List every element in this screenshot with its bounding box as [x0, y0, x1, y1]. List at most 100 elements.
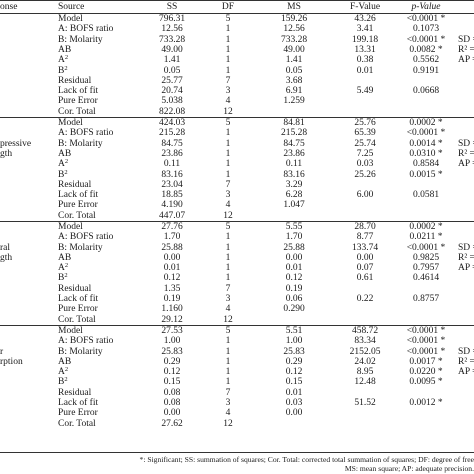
table-row: Lack of fit 0.08 3 0.03 51.52 0.0012 *	[0, 398, 474, 408]
fit-stat-cell	[458, 96, 474, 106]
source-cell: Lack of fit	[58, 294, 99, 305]
ms-cell: 84.75	[283, 138, 305, 149]
source-cell-quadratic: A2	[52, 55, 140, 65]
fvalue-cell	[336, 315, 394, 326]
ms-cell: 0.12	[285, 367, 303, 378]
fvalue-cell: 51.52	[354, 398, 376, 409]
fvalue-cell: 6.00	[356, 190, 374, 201]
pvalue-cell	[394, 408, 458, 418]
header-pvalue: p-Value	[394, 0, 458, 14]
table-row: Residual 1.35 7 0.19	[0, 284, 474, 294]
ms-cell: 23.86	[283, 148, 305, 159]
pvalue-cell	[394, 388, 458, 398]
ss-cell: 18.85	[161, 190, 183, 201]
ss-cell: 0.15	[163, 377, 181, 388]
ms-cell	[252, 419, 336, 429]
fvalue-cell: 28.70	[336, 220, 394, 233]
ms-cell: 0.05	[285, 65, 303, 76]
df-cell: 3	[225, 86, 231, 97]
fit-stat-cell	[458, 24, 474, 34]
response-label	[0, 159, 52, 169]
table-row: ral B: Molarity 25.88 1 25.88 133.74 <0.0001 *…	[0, 243, 474, 253]
source-cell: B: Molarity	[58, 138, 103, 149]
fvalue-cell: 133.74	[351, 242, 379, 253]
source-cell: Pure Error	[58, 408, 98, 419]
pvalue-cell: 0.0668	[412, 86, 440, 97]
ms-cell	[252, 315, 336, 326]
fit-stat-cell	[458, 336, 474, 346]
fit-stat-cell: R² =	[458, 148, 474, 159]
ms-cell: 159.26	[280, 14, 308, 25]
response-label	[0, 169, 52, 179]
response-label	[0, 200, 52, 210]
response-label	[0, 45, 52, 55]
response-label	[0, 294, 52, 304]
fvalue-cell: 0.07	[356, 263, 374, 274]
df-cell: 1	[225, 346, 231, 357]
table-row: A: BOFS ratio 1.00 1 1.00 83.34 <0.0001 *	[0, 336, 474, 346]
fit-stat-cell: R² =	[458, 356, 474, 367]
source-cell: A: BOFS ratio	[58, 336, 114, 347]
fvalue-cell: 25.76	[336, 116, 394, 129]
ss-cell: 4.190	[161, 200, 183, 211]
ms-cell: 6.28	[285, 190, 303, 201]
source-cell: B: Molarity	[58, 242, 103, 253]
fvalue-cell: 24.02	[354, 356, 376, 367]
pvalue-cell: 0.0017 *	[409, 356, 443, 367]
source-cell: Pure Error	[58, 200, 98, 211]
pvalue-cell: 0.5562	[412, 55, 440, 66]
source-exponent: 2	[64, 367, 69, 374]
source-cell-quadratic: B2	[52, 377, 140, 387]
ms-cell: 25.88	[283, 242, 305, 253]
table-row: Model 27.76 5 5.55 28.70 0.0002 *	[0, 220, 474, 233]
ss-cell: 796.31	[158, 14, 186, 25]
response-label	[0, 336, 52, 346]
fvalue-cell	[336, 211, 394, 222]
fit-stat-cell: SD =	[458, 242, 474, 253]
table-row: A: BOFS ratio 1.70 1 1.70 8.77 0.0211 *	[0, 232, 474, 242]
ms-cell: 84.81	[252, 116, 336, 129]
ss-cell: 49.00	[161, 44, 183, 55]
fvalue-cell: 3.41	[356, 24, 374, 35]
source-cell: Residual	[58, 387, 92, 398]
fit-stat-cell	[458, 377, 474, 387]
fvalue-cell	[336, 96, 394, 106]
fvalue-cell: 0.01	[356, 65, 374, 76]
fit-stat-cell	[458, 65, 474, 75]
pvalue-cell: 0.0014 *	[409, 138, 443, 149]
header-df: DF	[204, 0, 252, 14]
source-cell: Residual	[58, 75, 92, 86]
df-cell: 1	[225, 336, 231, 347]
response-label	[0, 324, 52, 337]
table-row: Cor. Total 447.07 12	[0, 211, 474, 222]
ms-cell: 5.51	[252, 324, 336, 337]
fit-stat-cell	[458, 419, 474, 429]
pvalue-cell: <0.0001 *	[406, 336, 446, 347]
fvalue-cell	[336, 76, 394, 86]
header-fvalue: F-Value	[336, 0, 394, 14]
table-body: Model 796.31 5 159.26 43.26 <0.0001 * A: BOFS …	[0, 14, 474, 429]
table-row: A: BOFS ratio 215.28 1 215.28 65.39 <0.0001 *	[0, 128, 474, 138]
source-letter: B	[58, 273, 65, 284]
ss-cell: 20.74	[161, 86, 183, 97]
ss-cell: 733.28	[158, 34, 186, 45]
response-label	[0, 116, 52, 129]
source-cell: Residual	[58, 179, 92, 190]
ms-cell: 0.11	[285, 159, 303, 170]
fit-stat-cell	[458, 107, 474, 118]
df-cell: 1	[225, 242, 231, 253]
header-ss: SS	[140, 0, 204, 14]
pvalue-cell: <0.0001 *	[394, 324, 458, 337]
ms-cell: 215.28	[280, 128, 308, 139]
ms-cell	[252, 107, 336, 118]
source-cell: AB	[58, 356, 72, 367]
table-row: B2 83.16 1 83.16 25.26 0.0015 *	[0, 169, 474, 179]
fit-stat-cell	[458, 169, 474, 179]
ss-cell: 83.16	[161, 169, 183, 180]
pvalue-cell: 0.0211 *	[409, 232, 443, 243]
pvalue-cell: 0.1073	[412, 24, 440, 35]
header-fit-stats	[458, 0, 474, 14]
ss-cell: 25.77	[161, 75, 183, 86]
fvalue-cell: 7.25	[356, 148, 374, 159]
